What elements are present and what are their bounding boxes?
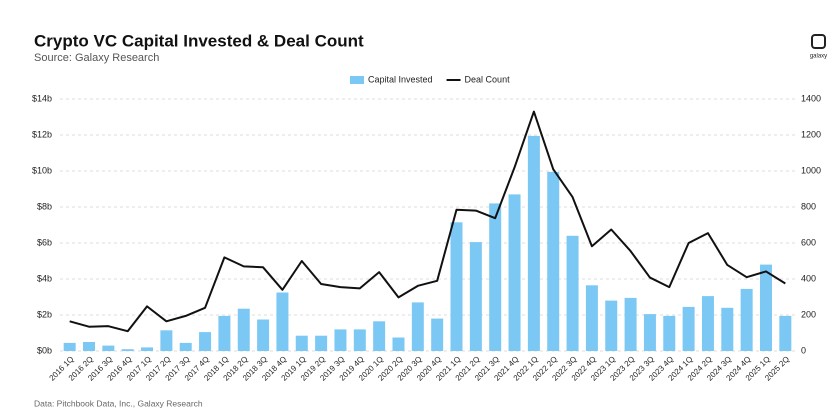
bar	[218, 315, 231, 351]
bar	[141, 347, 154, 351]
bar	[353, 329, 366, 351]
bar	[489, 203, 502, 351]
y-tick-label: $2b	[37, 309, 52, 319]
bar	[527, 135, 540, 351]
y2-tick-label: 600	[801, 237, 816, 247]
bar	[392, 337, 405, 351]
bar	[469, 242, 482, 351]
bar	[779, 315, 792, 351]
bar	[102, 345, 115, 351]
bar	[759, 264, 772, 351]
bar	[740, 288, 753, 351]
y2-tick-label: 1400	[801, 93, 821, 103]
line	[69, 110, 786, 333]
bar	[547, 171, 560, 351]
logo-text: galaxy	[810, 54, 827, 60]
bar	[566, 235, 579, 351]
bar	[508, 194, 521, 351]
legend-label: Capital Invested	[368, 74, 433, 84]
y-tick-label: $8b	[37, 201, 52, 211]
bar	[643, 314, 656, 351]
bar	[605, 300, 618, 351]
bar	[63, 342, 76, 351]
bar	[663, 315, 676, 351]
bar	[179, 342, 192, 351]
y2-tick-label: 0	[801, 345, 806, 355]
footnote: Data: Pitchbook Data, Inc., Galaxy Resea…	[34, 398, 203, 408]
y-tick-label: $0b	[37, 345, 52, 355]
bar	[257, 319, 270, 351]
logo: galaxy	[810, 34, 827, 60]
bar	[121, 349, 134, 351]
bar	[334, 329, 347, 351]
bar	[701, 296, 714, 351]
bar	[295, 335, 308, 351]
legend-swatch	[350, 76, 364, 84]
bar	[83, 342, 96, 351]
chart-subtitle: Source: Galaxy Research	[34, 52, 159, 64]
y2-tick-label: 200	[801, 309, 816, 319]
bar	[624, 297, 637, 351]
bar	[373, 321, 386, 351]
bar	[411, 302, 424, 351]
bar	[199, 332, 212, 351]
bar	[682, 306, 695, 351]
y-tick-label: $12b	[32, 129, 52, 139]
bar	[585, 285, 598, 351]
chart-title: Crypto VC Capital Invested & Deal Count	[34, 31, 364, 50]
y2-tick-label: 1200	[801, 129, 821, 139]
bar	[160, 330, 173, 351]
bar	[721, 307, 734, 351]
legend-label: Deal Count	[465, 74, 511, 84]
y2-tick-label: 1000	[801, 165, 821, 175]
y-tick-label: $10b	[32, 165, 52, 175]
y-tick-label: $14b	[32, 93, 52, 103]
y-tick-label: $4b	[37, 273, 52, 283]
bar	[450, 222, 463, 351]
bar	[431, 318, 444, 351]
bar	[276, 292, 289, 351]
y2-tick-label: 800	[801, 201, 816, 211]
bar	[315, 335, 328, 351]
y-tick-label: $6b	[37, 237, 52, 247]
bar	[237, 308, 250, 351]
y2-tick-label: 400	[801, 273, 816, 283]
logo-icon	[811, 34, 826, 49]
